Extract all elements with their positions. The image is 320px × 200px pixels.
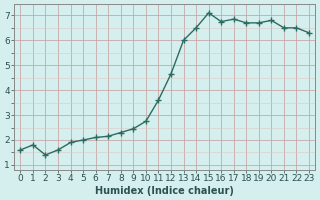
- X-axis label: Humidex (Indice chaleur): Humidex (Indice chaleur): [95, 186, 234, 196]
